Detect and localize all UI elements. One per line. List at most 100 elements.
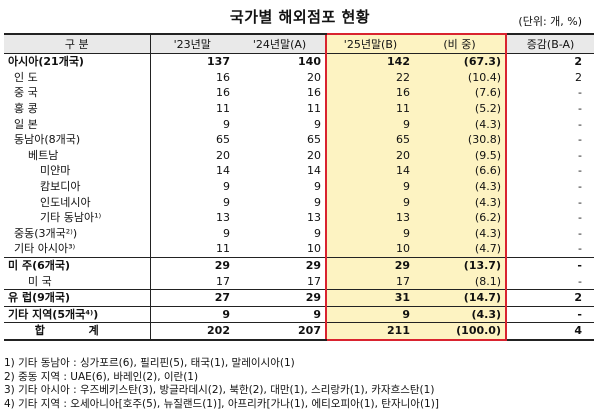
row-label: 기타 아시아³⁾ [4,241,151,258]
table-row: 인도네시아 9 9 9 (4.3) - [4,194,594,210]
change-value: - [578,164,582,178]
value-2023: 9 [150,305,234,323]
change-value: 2 [574,55,582,69]
table-row: 중동(3개국²⁾) 9 9 9 (4.3) - [4,225,594,242]
share-value: (67.3) [414,53,507,70]
value-2024: 20 [307,70,321,84]
share-value: (5.2) [414,100,507,117]
share-value: (4.3) [414,116,507,132]
share-value: (100.0) [414,322,507,341]
table-title: 국가별 해외점포 현황 [229,8,371,26]
value-2023: 9 [223,117,230,131]
unit-note: (단위: 개, %) [518,15,582,28]
change-value: - [506,256,594,274]
value-2023: 11 [216,242,230,256]
table-row: 기타 지역(5개국⁴⁾) 9 9 9 (4.3) - [4,305,594,323]
value-2024: 29 [234,256,326,274]
share-value: (4.3) [414,178,507,195]
value-2024: 140 [298,55,321,69]
change-value: - [578,180,582,194]
row-label: 합 계 [4,322,151,341]
share-value: (9.5) [414,147,507,164]
change-value: - [506,305,594,323]
row-label: 기타 동남아¹⁾ [4,209,151,226]
share-value: (6.6) [414,163,507,179]
row-label: 홍 콩 [4,100,151,117]
value-2023: 202 [150,322,234,341]
row-label: 중 국 [4,85,151,101]
value-2024: 17 [307,274,321,288]
table-row: 미얀마 14 14 14 (6.6) - [4,163,594,179]
change-value: - [578,226,582,240]
value-2024: 14 [307,164,321,178]
table-row: 인 도 16 20 22 (10.4) 2 [4,69,594,86]
footnote: 1) 기타 동남아 : 싱가포르(6), 필리핀(5), 태국(1), 말레이시… [4,357,295,369]
value-2025: 9 [325,194,414,210]
header-share: (비 중) [414,33,507,54]
value-2023: 9 [223,195,230,209]
header-25: '25년말(B) [325,33,414,54]
footnote: 3) 기타 아시아 : 우즈베키스탄(3), 방글라데시(2), 북한(2), … [4,384,435,396]
header-23: '23년말 [150,33,234,54]
table-row: 아시아(21개국) 137 140 142 (67.3) 2 [4,53,594,70]
change-value: - [578,148,582,162]
value-2024: 20 [307,148,321,162]
value-2023: 65 [216,133,230,147]
value-2023: 16 [216,86,230,100]
row-label: 인 도 [4,69,151,86]
change-value: 2 [506,288,594,306]
table-row: 베트남 20 20 20 (9.5) - [4,147,594,164]
value-2024: 9 [314,117,321,131]
table-row: 미 국 17 17 17 (8.1) - [4,273,594,290]
value-2024: 13 [307,211,321,225]
table-row: 동남아(8개국) 65 65 65 (30.8) - [4,131,594,148]
header-category: 구 분 [4,33,151,54]
change-value: - [578,133,582,147]
table-row: 유 럽(9개국) 27 29 31 (14.7) 2 [4,288,594,306]
row-label: 기타 지역(5개국⁴⁾) [4,305,151,323]
value-2025: 31 [325,288,414,306]
value-2024: 65 [307,133,321,147]
share-value: (4.7) [414,241,507,258]
value-2023: 9 [223,180,230,194]
branch-table: 구 분 '23년말 '24년말(A) '25년말(B) (비 중) 증감(B-A… [4,33,594,341]
header-row: 구 분 '23년말 '24년말(A) '25년말(B) (비 중) 증감(B-A… [4,33,594,54]
change-value: - [578,211,582,225]
value-2023: 11 [216,102,230,116]
change-value: 2 [575,70,582,84]
row-label: 캄보디아 [4,178,151,195]
value-2025: 10 [325,241,414,258]
footnote: 2) 중동 지역 : UAE(6), 바레인(2), 이란(1) [4,370,199,383]
change-value: - [578,274,582,288]
change-value: 4 [506,322,594,341]
value-2025: 14 [325,163,414,179]
value-2024: 11 [307,102,321,116]
value-2024: 9 [234,305,326,323]
share-value: (14.7) [414,288,507,306]
share-value: (13.7) [414,256,507,274]
value-2024: 9 [314,195,321,209]
value-2025: 9 [325,116,414,132]
value-2025: 22 [325,69,414,86]
value-2025: 211 [325,322,414,341]
share-value: (4.3) [414,194,507,210]
value-2024: 10 [307,242,321,256]
share-value: (4.3) [414,225,507,242]
row-label: 미얀마 [4,163,151,179]
value-2025: 11 [325,100,414,117]
table-row: 기타 아시아³⁾ 11 10 10 (4.7) - [4,241,594,258]
row-label: 베트남 [4,147,151,164]
value-2023: 16 [216,70,230,84]
share-value: (6.2) [414,209,507,226]
footnotes: 1) 기타 동남아 : 싱가포르(6), 필리핀(5), 태국(1), 말레이시… [4,357,439,411]
share-value: (8.1) [414,273,507,290]
change-value: - [578,86,582,100]
row-label: 인도네시아 [4,194,151,210]
row-label: 유 럽(9개국) [4,288,151,306]
change-value: - [578,102,582,116]
value-2025: 20 [325,147,414,164]
value-2024: 207 [234,322,326,341]
total-row: 합 계 202 207 211 (100.0) 4 [4,322,594,341]
value-2023: 14 [216,164,230,178]
